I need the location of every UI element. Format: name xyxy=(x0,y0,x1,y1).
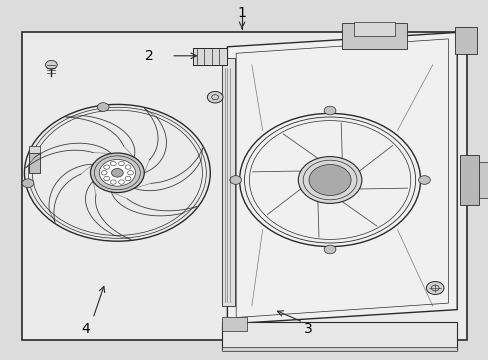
Circle shape xyxy=(103,176,109,181)
Circle shape xyxy=(103,165,109,169)
Bar xyxy=(222,58,234,306)
Text: 1: 1 xyxy=(237,6,246,19)
Text: 4: 4 xyxy=(81,323,90,336)
Circle shape xyxy=(324,106,335,115)
Circle shape xyxy=(298,157,361,203)
Bar xyxy=(222,347,456,351)
Bar xyxy=(454,27,476,54)
Circle shape xyxy=(229,176,241,184)
Circle shape xyxy=(207,91,223,103)
Bar xyxy=(29,153,40,173)
Circle shape xyxy=(45,60,57,69)
Bar xyxy=(193,48,227,65)
Bar xyxy=(459,155,478,205)
Circle shape xyxy=(97,103,109,111)
Text: 2: 2 xyxy=(144,49,153,63)
Bar xyxy=(222,317,246,331)
Circle shape xyxy=(118,180,124,184)
Circle shape xyxy=(110,180,116,184)
Circle shape xyxy=(125,176,131,181)
Circle shape xyxy=(418,176,429,184)
Circle shape xyxy=(308,165,350,195)
Text: 3: 3 xyxy=(303,323,312,336)
Circle shape xyxy=(125,165,131,169)
Circle shape xyxy=(110,161,116,166)
Circle shape xyxy=(426,282,443,294)
Circle shape xyxy=(99,159,135,186)
Polygon shape xyxy=(227,32,456,324)
Circle shape xyxy=(111,168,123,177)
Circle shape xyxy=(118,161,124,166)
Bar xyxy=(353,22,394,36)
Circle shape xyxy=(22,179,34,188)
Bar xyxy=(478,162,488,198)
Circle shape xyxy=(101,171,107,175)
Circle shape xyxy=(324,245,335,254)
Circle shape xyxy=(90,153,144,193)
Bar xyxy=(222,322,456,349)
Circle shape xyxy=(127,171,133,175)
Bar xyxy=(29,146,40,153)
Bar xyxy=(22,32,466,340)
Bar xyxy=(342,23,406,49)
